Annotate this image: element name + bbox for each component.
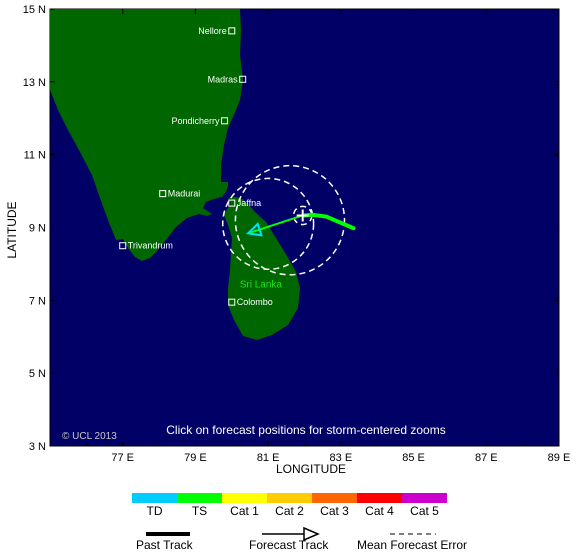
legend-swatch-ts <box>177 493 222 503</box>
india-landmass <box>50 9 243 261</box>
y-tick-label: 9 N <box>29 223 46 235</box>
city-label: Madurai <box>168 189 201 199</box>
x-tick-label: 83 E <box>330 452 353 464</box>
legend-swatch-cat-4 <box>357 493 402 503</box>
forecast-position-arrow[interactable] <box>246 222 263 237</box>
y-axis-title: LATITUDE <box>5 201 19 258</box>
legend-swatch-cat-3 <box>312 493 357 503</box>
x-tick-label: 85 E <box>402 452 425 464</box>
past-track-point <box>324 215 328 219</box>
city-label: Colombo <box>237 297 273 307</box>
city-label: Nellore <box>198 26 227 36</box>
forecast-arrow-legend-icon <box>303 526 320 542</box>
city-madurai: Madurai <box>159 189 201 199</box>
forecast-track-line <box>247 214 303 235</box>
x-tick-label: 89 E <box>548 452 571 464</box>
forecast-error-circle <box>221 177 315 271</box>
city-label: Madras <box>208 74 239 84</box>
legend-category-label: Cat 2 <box>275 504 304 518</box>
past-track-legend-label: Past Track <box>136 538 194 552</box>
legend-swatch-cat-1 <box>222 493 267 503</box>
copyright-credit: © UCL 2013 <box>62 431 117 442</box>
city-colombo: Colombo <box>228 297 273 307</box>
legend-category-label: Cat 3 <box>320 504 349 518</box>
city-label: Pondicherry <box>171 116 220 126</box>
past-track-point <box>310 213 314 217</box>
legend-category-label: Cat 1 <box>230 504 259 518</box>
legend-category-label: Cat 4 <box>365 504 394 518</box>
legend-swatch-cat-5 <box>402 493 447 503</box>
legend-swatch-td <box>132 493 177 503</box>
legend-category-label: Cat 5 <box>410 504 439 518</box>
sri-lanka-landmass <box>224 198 300 340</box>
legend-category-label: TD <box>147 504 163 518</box>
category-legend: TD TS Cat 1 Cat 2 Cat 3 Cat 4 Cat 5 <box>132 493 447 518</box>
zoom-instruction-note: Click on forecast positions for storm-ce… <box>166 423 445 437</box>
y-tick-label: 3 N <box>29 441 46 453</box>
x-tick-label: 87 E <box>475 452 498 464</box>
y-tick-label: 15 N <box>23 4 46 16</box>
city-pondicherry: Pondicherry <box>171 116 229 126</box>
mean-error-legend-label: Mean Forecast Error <box>357 538 467 552</box>
city-label: Trivandrum <box>128 241 173 251</box>
forecast-track-legend-label: Forecast Track <box>249 538 329 552</box>
city-marker <box>221 117 229 125</box>
track-legend: Past Track Forecast Track Mean Forecast … <box>136 526 467 552</box>
city-trivandrum: Trivandrum <box>119 241 173 251</box>
y-tick-label: 13 N <box>23 77 46 89</box>
city-nellore: Nellore <box>198 26 236 36</box>
legend-swatch-cat-2 <box>267 493 312 503</box>
city-marker <box>228 27 236 35</box>
city-jaffna: Jaffna <box>228 198 261 208</box>
past-track-point <box>352 226 356 230</box>
y-tick-label: 7 N <box>29 295 46 307</box>
forecast-error-circle <box>234 164 346 276</box>
legend-category-label: TS <box>192 504 207 518</box>
y-tick-label: 5 N <box>29 368 46 380</box>
city-marker <box>228 199 236 207</box>
city-marker <box>159 190 167 198</box>
city-madras: Madras <box>208 74 247 84</box>
y-tick-label: 11 N <box>24 150 46 162</box>
country-label-sri-lanka: Sri Lanka <box>240 280 283 291</box>
city-marker <box>228 298 236 306</box>
x-tick-label: 79 E <box>184 452 207 464</box>
city-marker <box>119 242 127 250</box>
x-tick-label: 77 E <box>111 452 134 464</box>
city-marker <box>239 75 247 83</box>
x-axis-title: LONGITUDE <box>276 462 346 476</box>
x-tick-label: 81 E <box>257 452 280 464</box>
city-label: Jaffna <box>237 198 261 208</box>
